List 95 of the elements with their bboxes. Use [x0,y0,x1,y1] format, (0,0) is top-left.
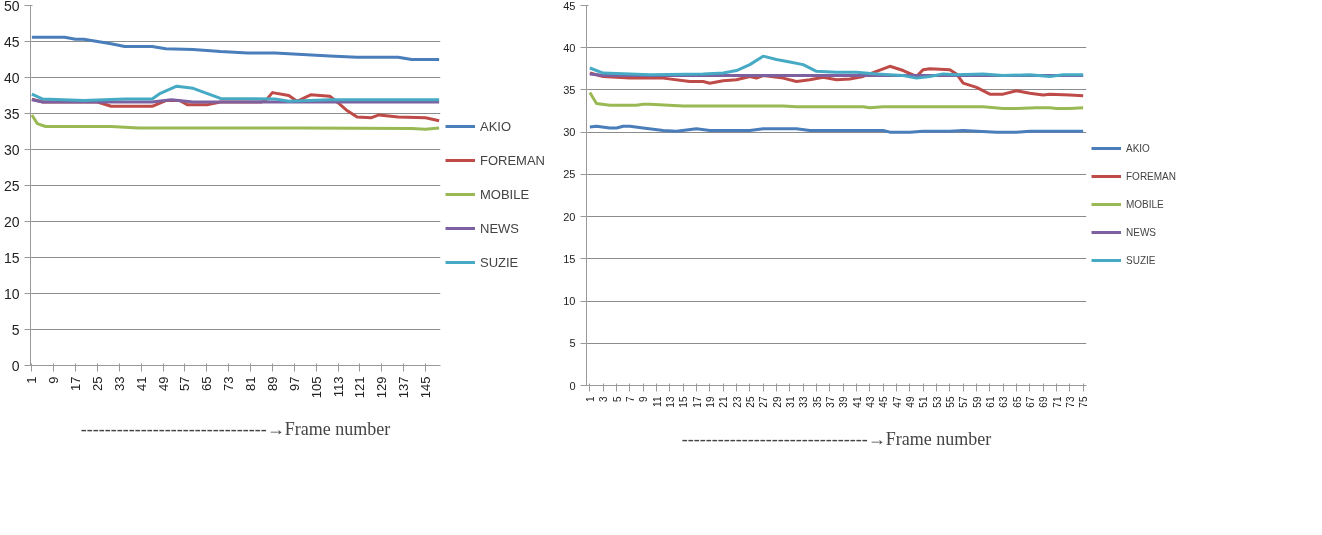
legend-label: FOREMAN [1126,170,1176,182]
x-tick-label: 17 [68,376,84,391]
legend-label: AKIO [480,118,512,134]
y-tick-label: 20 [3,213,20,230]
x-tick-label: 65 [1011,396,1023,408]
legend-label: AKIO [1126,142,1150,154]
x-tick-label: 13 [664,396,676,408]
x-tick-label: 67 [1024,396,1036,408]
x-tick-label: 89 [264,376,280,391]
x-tick-label: 15 [678,396,690,408]
x-tick-label: 121 [352,376,368,399]
y-tick-label: 15 [563,252,576,265]
x-tick-label: 9 [46,376,62,384]
x-tick-label: 113 [330,376,346,398]
x-tick-label: 51 [918,396,930,408]
y-tick-label: 45 [563,0,576,12]
x-tick-label: 63 [998,396,1010,408]
legend-label: SUZIE [480,254,519,270]
x-tick-label: 45 [878,396,890,408]
legend-label: MOBILE [1126,198,1164,210]
x-tick-label: 61 [984,396,996,408]
x-tick-label: 1 [24,376,40,384]
x-tick-label: 59 [971,396,983,408]
x-tick-label: 71 [1051,396,1063,408]
y-tick-label: 5 [11,321,20,338]
x-tick-label: 137 [396,376,412,399]
legend-label: NEWS [1126,226,1156,238]
x-tick-label: 25 [744,396,756,408]
y-tick-label: 25 [563,168,576,181]
y-tick-label: 35 [563,83,576,96]
x-tick-label: 49 [155,376,171,391]
y-tick-label: 15 [3,249,20,266]
x-tick-label: 97 [286,376,302,391]
legend-label: MOBILE [480,186,530,202]
y-tick-label: 10 [3,285,20,302]
x-tick-label: 55 [944,396,956,408]
x-tick-label: 35 [811,396,823,408]
y-tick-label: 30 [3,141,20,158]
x-tick-label: 57 [177,376,193,391]
x-tick-label: 25 [89,376,105,391]
x-tick-label: 105 [308,376,324,399]
y-tick-label: 50 [3,0,20,14]
x-tick-label: 41 [851,396,863,408]
x-tick-label: 81 [243,376,259,391]
x-tick-label: 9 [638,396,650,403]
x-tick-label: 73 [1064,396,1076,408]
y-tick-label: 10 [563,295,576,308]
x-tick-label: 3 [598,396,610,403]
x-tick-label: 39 [838,396,850,408]
x-tick-label: 11 [651,396,663,407]
y-tick-label: 5 [569,337,576,350]
x-tick-label: 69 [1038,396,1050,408]
x-tick-label: 57 [958,396,970,408]
y-tick-label: 35 [3,105,20,122]
x-tick-label: 129 [374,376,390,399]
x-tick-label: 21 [718,396,730,408]
x-axis-title: -------------------------------→Frame number [80,419,391,440]
legend-label: SUZIE [1126,254,1156,266]
x-tick-label: 31 [784,396,796,408]
y-tick-label: 0 [11,357,20,374]
x-tick-label: 29 [771,396,783,408]
x-tick-label: 53 [931,396,943,408]
x-tick-label: 33 [111,376,127,391]
x-tick-label: 23 [731,396,743,408]
line-series [30,84,441,103]
x-tick-label: 7 [624,396,636,403]
x-tick-label: 75 [1078,396,1090,408]
y-tick-label: 25 [3,177,20,194]
line-series [588,54,1085,80]
x-tick-label: 73 [221,376,237,391]
x-tick-label: 37 [824,396,836,408]
x-tick-label: 19 [704,396,716,408]
y-tick-label: 20 [563,210,576,223]
y-tick-label: 30 [563,126,576,139]
y-tick-label: 45 [3,33,20,50]
x-tick-label: 145 [417,376,433,399]
x-tick-label: 47 [891,396,903,408]
legend-label: FOREMAN [480,152,545,168]
y-tick-label: 40 [3,69,20,86]
x-tick-label: 65 [199,376,215,391]
x-tick-label: 1 [584,396,596,403]
x-axis-title: -------------------------------→Frame number [681,428,992,449]
x-tick-label: 49 [904,396,916,408]
line-series [30,35,441,61]
x-tick-label: 41 [133,376,149,391]
y-tick-label: 40 [563,41,576,54]
x-tick-label: 33 [798,396,810,408]
line-series [588,90,1085,111]
y-tick-label: 0 [569,379,576,392]
x-tick-label: 27 [758,396,770,408]
legend-label: NEWS [480,220,519,236]
line-series [30,113,441,131]
x-tick-label: 17 [691,396,703,408]
x-tick-label: 5 [611,396,623,403]
x-tick-label: 43 [864,396,876,408]
